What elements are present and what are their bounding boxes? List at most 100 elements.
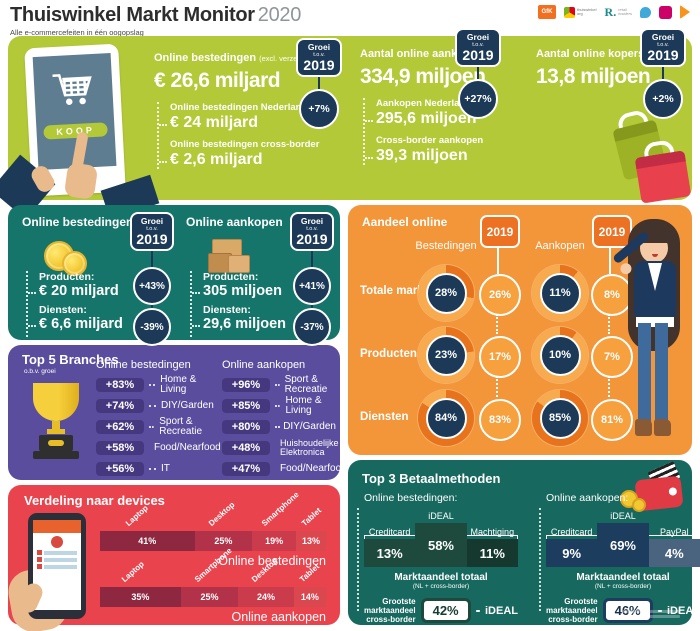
stat-value: € 26,6 miljard — [154, 69, 281, 92]
growth-badge-aankopen: Groei t.o.v. 2019 +27% — [455, 28, 501, 120]
partner-logo-magenta — [659, 5, 672, 19]
donut-diensten-bestedingen: 84% — [418, 390, 474, 446]
branch-row: +80% DIY/Garden — [222, 418, 336, 435]
branch-row: +85% Home & Living — [222, 395, 336, 415]
year-badge-2019: 2019 — [480, 215, 520, 248]
segment-tablet: Tablet 14% — [293, 562, 326, 607]
row-label-diensten: Diensten — [360, 411, 409, 423]
growth-value: +7% — [299, 89, 339, 130]
woman-illustration — [608, 217, 690, 455]
branch-row: +96% Sport & Recreatie — [222, 374, 336, 394]
wallet-icon — [620, 461, 684, 512]
growth-badge: Groei t.o.v. 2019 +41% -37% — [290, 212, 334, 347]
cross-border-row: Grootste marktaandeel cross-border 46% iDE… — [546, 597, 700, 625]
donut-diensten-aankopen: 85% — [532, 390, 588, 446]
koop-button[interactable]: KOOP — [43, 122, 108, 140]
retail-insiders-logo: R. retail insiders — [604, 4, 632, 19]
smartphone-illustration — [5, 513, 98, 631]
chart-caption: Online aankopen — [231, 610, 326, 624]
stacked-bar: Laptop 41% Desktop 25% Smartphone 19% Table… — [100, 490, 326, 551]
marktaandeel-totaal: Marktaandeel totaal (NL + cross-border) — [576, 572, 670, 590]
methods-row: Creditcard 13% iDEAL 58% Machtiging 11% — [364, 507, 518, 567]
partner-logo-blue — [640, 6, 651, 18]
partner-logo-orange-arrow — [680, 5, 690, 19]
stat-value: 334,9 miljoen — [360, 65, 486, 88]
growth-badge-box: Groei t.o.v. 2019 — [296, 38, 342, 78]
cross-border-row: Grootste marktaandeel cross-border 42% iDE… — [364, 597, 518, 625]
growth-badge-kopers: Groei t.o.v. 2019 +2% — [640, 28, 686, 120]
sub-stat: Aankopen Nederland 295,6 miljoen — [365, 98, 510, 128]
thuiswinkel-logo: thuiswinkel org — [563, 6, 597, 18]
stat-aantal-online-aankopen: Aantal online aankopen 334,9 miljoen Aan… — [360, 48, 510, 172]
methods-row: Creditcard 9% iDEAL 69% PayPal 4% — [546, 507, 700, 567]
panel-title: Aandeel online — [362, 215, 448, 229]
group-online-bestedingen: Online bestedingen Producten: € 20 miljar… — [22, 212, 174, 347]
rows: Producten: € 20 miljard Diensten: € 6,6 mi… — [26, 271, 123, 337]
circle-2019: 81% — [591, 399, 633, 441]
devices-chart-bestedingen: Laptop 41% Desktop 25% Smartphone 19% Table… — [100, 490, 332, 568]
page-title: Thuiswinkel Markt Monitor 2020 — [10, 4, 302, 26]
year-badge-2019: 2019 — [592, 215, 632, 248]
chart-caption: Online bestedingen — [218, 554, 326, 568]
stat-aantal-online-kopers: Aantal online kopers 13,8 miljoen — [536, 48, 671, 89]
row-label-producten: Producten — [360, 348, 417, 360]
branch-row: +56% IT — [96, 460, 218, 477]
segment-smartphone: Smartphone 25% — [180, 546, 239, 607]
segment-desktop: Desktop 25% — [194, 500, 253, 551]
leg — [638, 323, 651, 423]
circle-2019: 83% — [479, 399, 521, 441]
method-creditcard: Creditcard 13% — [364, 527, 416, 567]
pointing-hand — [63, 162, 99, 200]
panel-subtitle: o.b.v. groei — [24, 368, 56, 375]
segment-laptop: Laptop 35% — [100, 559, 181, 607]
branch-row: +62% Sport & Recreatie — [96, 416, 218, 436]
branches-aankopen: Online aankopen +96% Sport & Recreatie +8… — [222, 359, 347, 481]
cube-icon — [563, 6, 575, 18]
growth-producten: +41% — [293, 267, 331, 306]
donut-producten-aankopen: 10% — [532, 327, 588, 383]
circle-2019: 7% — [591, 336, 633, 378]
sub-stat: Cross-border aankopen 39,3 miljoen — [365, 135, 510, 165]
rows: Producten: 305 miljoen Diensten: 29,6 milj… — [190, 271, 286, 337]
segment-smartphone: Smartphone 19% — [252, 490, 301, 551]
branch-row: +83% Home & Living — [96, 374, 218, 394]
branch-row: +47% Food/Nearfood — [222, 460, 347, 477]
boot — [635, 419, 652, 436]
branch-row: +74% DIY/Garden — [96, 397, 218, 414]
marktaandeel-totaal: Marktaandeel totaal (NL + cross-border) — [394, 572, 488, 590]
growth-badge-box: Groei t.o.v. 2019 — [640, 28, 686, 68]
circle-2019: 26% — [479, 274, 521, 316]
donut-totale-markt-aankopen: 11% — [532, 265, 588, 321]
panel-aandeel-online: Aandeel online Bestedingen Aankopen 2019… — [348, 205, 692, 455]
title-year: 2020 — [257, 4, 302, 26]
growth-badge-box: Groei t.o.v. 2019 — [290, 212, 334, 252]
growth-badge: Groei t.o.v. 2019 +43% -39% — [130, 212, 174, 347]
coin — [632, 498, 646, 512]
growth-badge-bestedingen: Groei t.o.v. 2019 +7% — [296, 38, 342, 130]
branch-row: +48% Huishoudelijke Elektronica — [222, 438, 339, 456]
panel-title: Top 3 Betaalmethoden — [362, 471, 501, 486]
coins-icon — [44, 241, 90, 277]
method-ideal: iDEAL 69% — [597, 511, 649, 567]
column-header-aankopen: Aankopen — [535, 240, 585, 252]
panel-title: Verdeling naar devices — [24, 493, 165, 508]
partner-logos: GfK thuiswinkel org R. retail insiders — [537, 4, 690, 20]
donut-totale-markt-bestedingen: 28% — [418, 265, 474, 321]
header: Thuiswinkel Markt Monitor 2020 Alle e-com… — [10, 4, 301, 37]
panel-key-figures: KOOP Online bestedingen (excl. verzendko… — [0, 28, 692, 220]
panel-producten-diensten: Online bestedingen Producten: € 20 miljar… — [8, 205, 340, 347]
group-online-aankopen: Online aankopen Producten: 305 miljoen Di… — [186, 212, 334, 347]
method-creditcard: Creditcard 9% — [546, 527, 598, 567]
shopping-bags-illustration — [610, 112, 696, 206]
trophy-icon — [28, 383, 84, 471]
stat-value: 13,8 miljoen — [536, 65, 651, 88]
devices-chart-aankopen: Laptop 35% Smartphone 25% Desktop 24% Table… — [100, 546, 332, 624]
payments-aankopen: Online aankopen: Creditcard 9% iDEAL 69% P… — [539, 492, 700, 625]
branches-bestedingen: Online bestedingen +83% Home & Living +74… — [96, 359, 221, 481]
circle-2019: 17% — [479, 336, 521, 378]
method-paypal: PayPal 4% — [648, 527, 700, 567]
page-subtitle: Alle e-commercefeiten in één oogopslag — [10, 28, 144, 37]
stacked-bar: Laptop 35% Smartphone 25% Desktop 24% Table… — [100, 546, 326, 607]
segment-tablet: Tablet 13% — [296, 506, 326, 551]
